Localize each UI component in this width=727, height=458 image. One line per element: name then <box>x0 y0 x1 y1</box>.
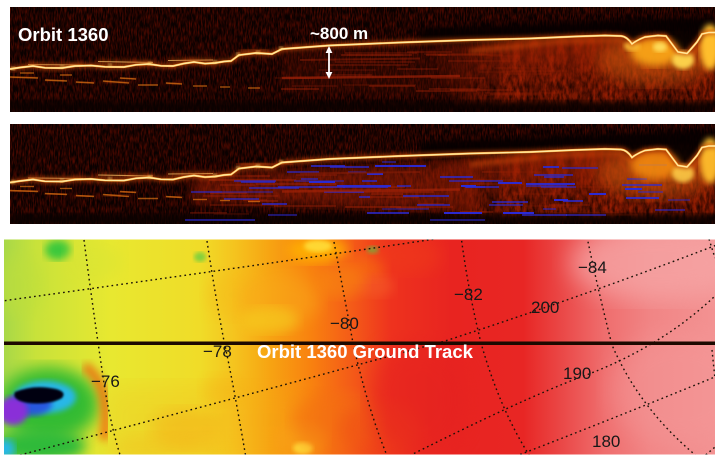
svg-text:200: 200 <box>531 298 559 317</box>
svg-text:−82: −82 <box>454 285 483 304</box>
svg-text:Orbit 1360: Orbit 1360 <box>18 24 109 45</box>
svg-text:Orbit 1360 Ground Track: Orbit 1360 Ground Track <box>257 341 474 362</box>
svg-text:−80: −80 <box>330 314 359 333</box>
svg-text:~800 m: ~800 m <box>310 24 368 43</box>
svg-text:−78: −78 <box>203 342 232 361</box>
svg-text:−84: −84 <box>578 258 607 277</box>
svg-text:−76: −76 <box>91 372 120 391</box>
svg-text:180: 180 <box>592 432 620 451</box>
svg-text:190: 190 <box>563 364 591 383</box>
